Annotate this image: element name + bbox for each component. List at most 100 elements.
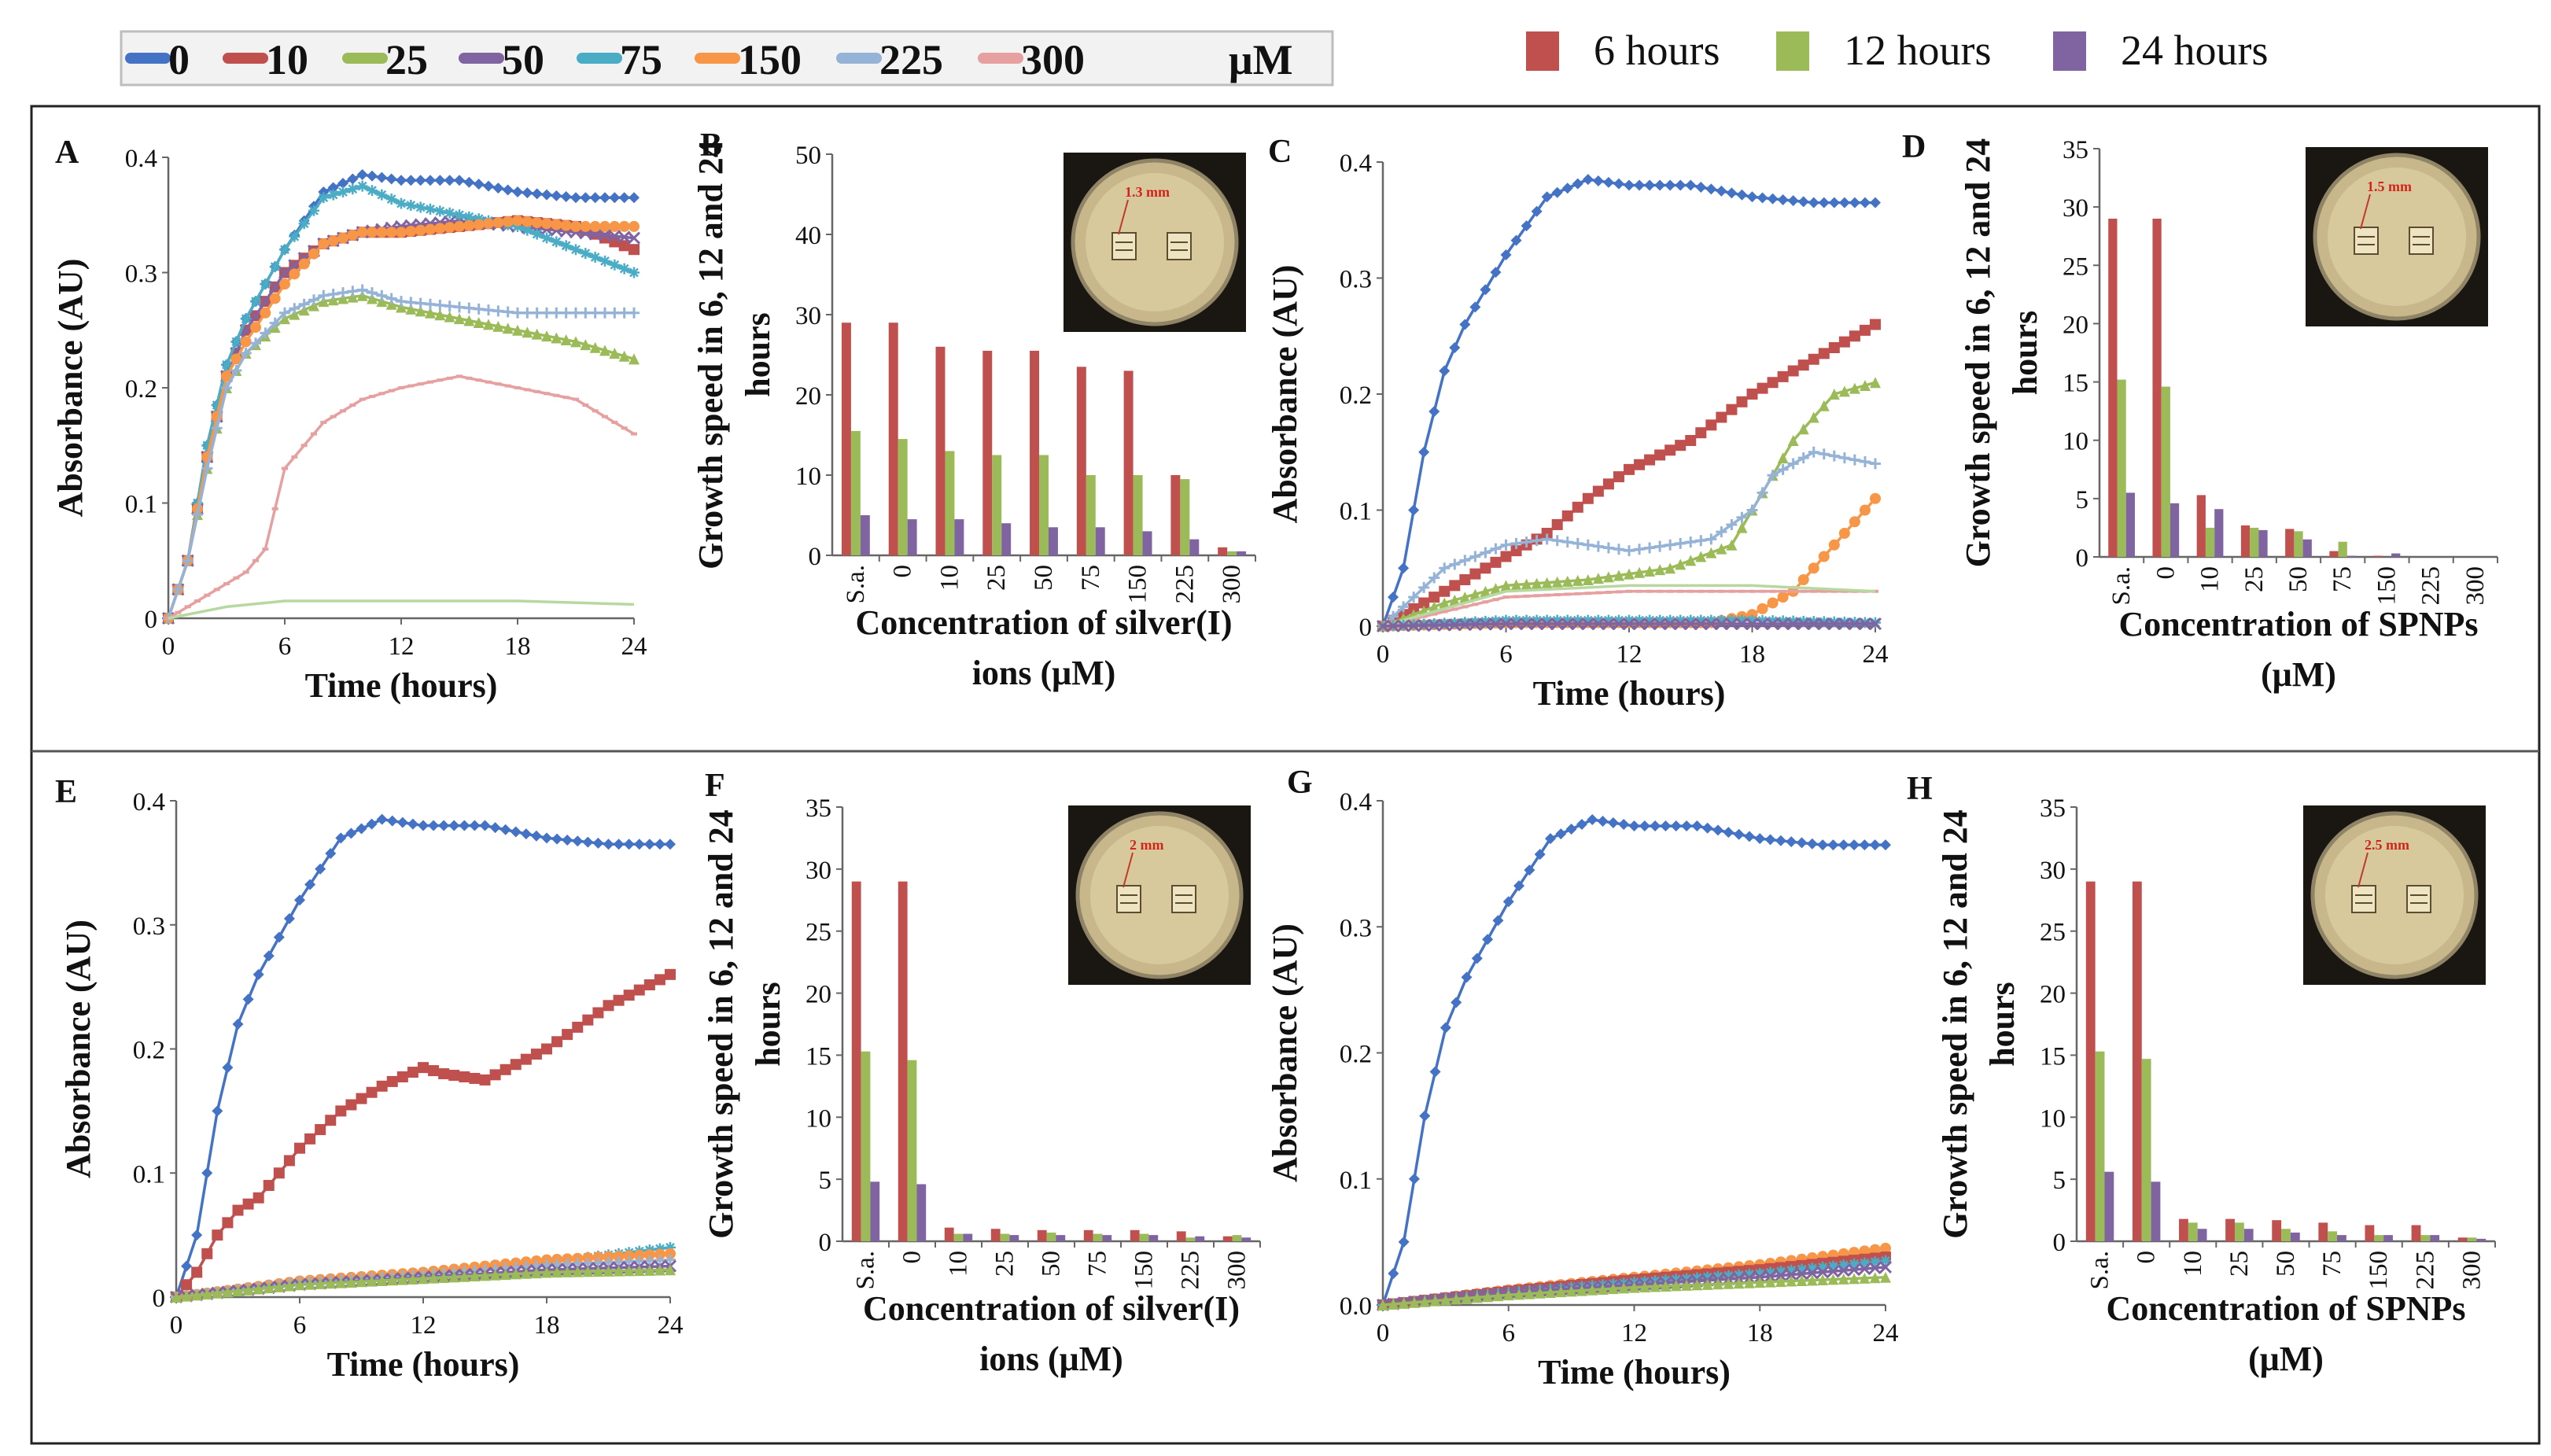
- data-point: [201, 440, 213, 452]
- data-point: [385, 293, 397, 304]
- data-point: [1675, 558, 1687, 570]
- data-point: [1634, 179, 1646, 191]
- data-point: [260, 327, 271, 339]
- data-point: [1767, 377, 1779, 389]
- data-point: [1712, 1270, 1723, 1282]
- data-point: [212, 1229, 223, 1241]
- series-50: [161, 214, 641, 625]
- bar-24-hours: [1095, 527, 1105, 555]
- data-point: [1510, 234, 1522, 246]
- bar-12-hours: [2328, 1231, 2338, 1241]
- data-point: [1561, 614, 1573, 626]
- legend-label: 25: [385, 36, 428, 83]
- data-point: [356, 823, 367, 835]
- panel-a: A 0 0.1 0.2 0.3 0.4 0 6 12 18 24 Time (hours) Absorb…: [51, 135, 647, 705]
- y-tick-label: 20: [795, 382, 821, 411]
- data-point: [1644, 614, 1656, 626]
- data-point: [337, 293, 348, 304]
- data-point: [1530, 617, 1543, 631]
- data-point: [438, 1068, 450, 1080]
- data-point: [1469, 588, 1481, 600]
- data-point: [1858, 617, 1872, 631]
- data-point: [1459, 592, 1471, 603]
- data-point: [444, 300, 455, 312]
- data-point: [1754, 1267, 1766, 1279]
- data-point: [425, 307, 436, 319]
- y-tick-label: 0.0: [1340, 1292, 1372, 1321]
- data-point: [1397, 619, 1410, 632]
- data-point: [1408, 504, 1420, 516]
- y-tick-label: 0: [2076, 544, 2089, 573]
- data-point: [1827, 839, 1839, 851]
- data-point: [602, 415, 608, 418]
- data-point: [222, 1062, 234, 1074]
- data-point: [212, 1105, 223, 1117]
- bar-6-hours: [2240, 525, 2251, 557]
- figure-frame: [30, 105, 2541, 1445]
- data-point: [1471, 953, 1483, 964]
- data-point: [388, 389, 395, 393]
- data-point: [223, 582, 230, 586]
- data-point: [1561, 510, 1573, 522]
- data-point: [1440, 1022, 1451, 1034]
- x-tick-label: 10: [945, 1251, 973, 1277]
- panel-e: E 0 0.1 0.2 0.3 0.4 0 6 12 18 24 Time (hours) Absorb…: [55, 774, 684, 1384]
- data-point: [1582, 574, 1594, 585]
- series-line: [167, 219, 635, 619]
- data-point: [405, 226, 417, 238]
- data-point: [1421, 614, 1428, 618]
- data-point: [1708, 589, 1715, 593]
- data-point: [633, 1249, 645, 1261]
- data-point: [428, 1272, 440, 1284]
- bar-6-hours: [2196, 495, 2206, 557]
- y-tick-label: 20: [2040, 981, 2066, 1009]
- data-point: [479, 820, 491, 831]
- data-point: [242, 1284, 254, 1296]
- data-point: [1653, 617, 1667, 631]
- data-point: [510, 1268, 522, 1280]
- x-tick-label: 18: [505, 632, 531, 661]
- data-point: [396, 296, 407, 308]
- data-point: [512, 307, 523, 319]
- data-point: [1712, 824, 1723, 836]
- data-point: [356, 180, 368, 192]
- data-point: [1398, 1236, 1410, 1248]
- data-point: [1592, 614, 1604, 626]
- data-point: [582, 1014, 594, 1026]
- data-point: [356, 1276, 367, 1288]
- bar-12-hours: [2374, 1235, 2384, 1241]
- data-point: [599, 192, 610, 204]
- series-225: [1377, 446, 1881, 632]
- data-point: [1870, 197, 1881, 208]
- data-point: [1800, 589, 1807, 593]
- data-point: [473, 303, 485, 315]
- data-point: [1808, 446, 1819, 458]
- x-tick-label: 225: [1170, 565, 1199, 604]
- data-point: [396, 227, 407, 238]
- data-point: [629, 353, 640, 365]
- data-point: [530, 830, 542, 842]
- data-point: [1667, 589, 1674, 593]
- y-tick-label: 0.1: [1340, 498, 1372, 526]
- data-point: [1777, 370, 1789, 382]
- data-point: [1728, 589, 1735, 593]
- data-point: [473, 179, 485, 190]
- data-point: [531, 228, 543, 240]
- data-point: [1675, 440, 1687, 452]
- x-axis-title: Concentration of silver(I) ions (μM): [855, 603, 1232, 692]
- panel-letter: G: [1287, 765, 1313, 801]
- data-point: [260, 278, 271, 290]
- agar-surface: [2325, 826, 2464, 964]
- data-point: [405, 297, 417, 308]
- data-point: [599, 345, 610, 356]
- x-tick-label: 0: [889, 565, 917, 578]
- y-axis-title: Absorbance (AU): [51, 259, 90, 518]
- data-point: [1818, 551, 1830, 562]
- bar-12-hours: [1133, 475, 1143, 555]
- data-point: [444, 207, 455, 219]
- series-line: [1381, 818, 1886, 1306]
- data-point: [492, 320, 504, 332]
- data-point: [1712, 1278, 1723, 1290]
- data-point: [1489, 617, 1502, 631]
- data-point: [376, 289, 388, 301]
